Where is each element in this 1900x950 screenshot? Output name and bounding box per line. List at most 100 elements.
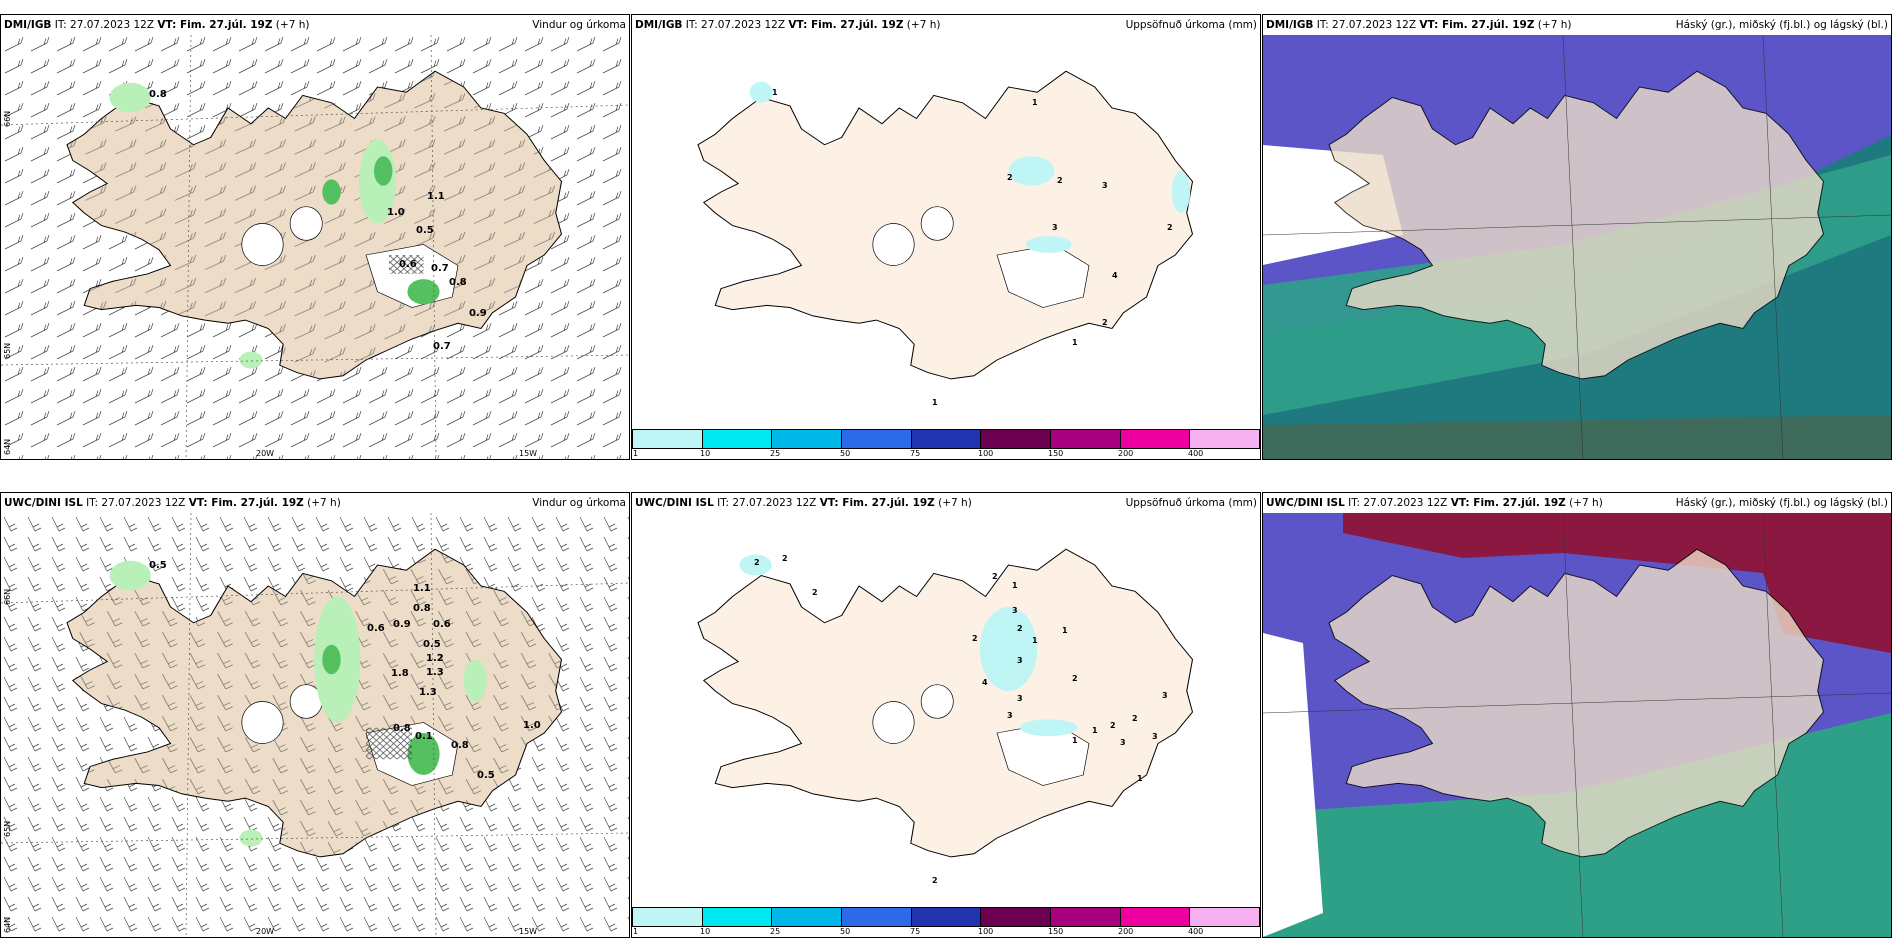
accum-value: 2 [1072, 674, 1078, 683]
accum-value: 3 [1120, 738, 1126, 747]
lat-label: 65N [3, 343, 12, 359]
accum-value: 2 [1007, 173, 1013, 182]
colorbar-segment [1120, 908, 1191, 926]
lat-label: 66N [3, 111, 12, 127]
model-name: UWC/DINI ISL [635, 497, 714, 509]
precip-value: 0.8 [149, 89, 167, 100]
cloud-map [1263, 513, 1891, 937]
accum-value: 2 [972, 634, 978, 643]
colorbar-segment [1190, 908, 1260, 926]
panel-header: UWC/DINI ISL IT: 27.07.2023 12Z VT: Fim.… [1263, 493, 1891, 513]
accum-value: 2 [1132, 714, 1138, 723]
colorbar-segment [1051, 908, 1121, 926]
colorbar-label: 100 [978, 927, 994, 936]
precip-value: 0.6 [367, 623, 385, 634]
colorbar-segment [1190, 430, 1260, 448]
colorbar-segment [772, 430, 843, 448]
lat-label: 65N [3, 821, 12, 837]
colorbar-segment [702, 908, 773, 926]
accum-value: 2 [1017, 624, 1023, 633]
model-name: UWC/DINI ISL [1266, 497, 1345, 509]
accum-value: 1 [1032, 636, 1038, 645]
accum-map: 2 2 2 2 1 3 2 1 2 1 3 4 2 3 3 2 1 3 2 3 … [697, 548, 1194, 885]
accum-value: 3 [1052, 223, 1058, 232]
colorbar-label: 75 [910, 927, 921, 936]
colorbar-label: 25 [770, 927, 781, 936]
accum-value: 2 [1102, 318, 1108, 327]
precip-value: 0.7 [431, 263, 449, 274]
colorbar-label: 10 [700, 927, 711, 936]
accum-value: 1 [1092, 726, 1098, 735]
colorbar-segment [981, 430, 1052, 448]
precip-value: 0.5 [477, 770, 495, 781]
panel-title: Háský (gr.), miðský (fj.bl.) og lágský (… [1675, 497, 1888, 509]
precip-value: 0.9 [393, 619, 411, 630]
precip-value: 1.3 [426, 667, 444, 678]
accum-value: 4 [982, 678, 988, 687]
colorbar [632, 429, 1260, 449]
panel-uwc-accum: UWC/DINI ISL IT: 27.07.2023 12Z VT: Fim.… [631, 492, 1261, 938]
precip-value: 1.3 [419, 687, 437, 698]
panel-dmi-wind: DMI/IGB IT: 27.07.2023 12Z VT: Fim. 27.j… [0, 14, 630, 460]
panel-dmi-clouds: DMI/IGB IT: 27.07.2023 12Z VT: Fim. 27.j… [1262, 14, 1892, 460]
model-name: DMI/IGB [635, 19, 683, 31]
precip-value: 0.7 [433, 341, 451, 352]
precip-value: 0.9 [469, 308, 487, 319]
lon-label: 15W [519, 449, 537, 458]
model-name: DMI/IGB [1266, 19, 1314, 31]
colorbar-label: 25 [770, 449, 781, 458]
panel-dmi-accum: DMI/IGB IT: 27.07.2023 12Z VT: Fim. 27.j… [631, 14, 1261, 460]
colorbar-label: 1 [633, 449, 639, 458]
panel-title: Háský (gr.), miðský (fj.bl.) og lágský (… [1675, 19, 1888, 31]
lead-time: (+7 h) [1537, 19, 1572, 31]
precip-value: 0.8 [393, 723, 411, 734]
init-time: IT: 27.07.2023 12Z [1316, 19, 1417, 31]
lead-time: (+7 h) [906, 19, 941, 31]
accum-value: 2 [782, 554, 788, 563]
colorbar-labels: 1 10 25 50 75 100 150 200 400 [632, 927, 1260, 937]
lon-label: 20W [256, 927, 274, 936]
accum-value: 3 [1162, 691, 1168, 700]
accum-value: 2 [932, 876, 938, 885]
accum-value: 1 [1012, 581, 1018, 590]
accum-value: 3 [1017, 656, 1023, 665]
lat-label: 64N [3, 917, 12, 933]
panel-header: DMI/IGB IT: 27.07.2023 12Z VT: Fim. 27.j… [1263, 15, 1891, 35]
colorbar-segment [842, 430, 912, 448]
colorbar [632, 907, 1260, 927]
lon-label: 15W [519, 927, 537, 936]
precip-value: 0.6 [433, 619, 451, 630]
cloud-map [1263, 35, 1891, 459]
init-time: IT: 27.07.2023 12Z [54, 19, 155, 31]
lead-time: (+7 h) [307, 497, 341, 509]
colorbar-segment [1051, 430, 1121, 448]
lat-label: 64N [3, 439, 12, 455]
valid-time: VT: Fim. 27.júl. 19Z [819, 497, 935, 509]
colorbar-label: 200 [1118, 927, 1134, 936]
panel-uwc-wind: UWC/DINI ISL IT: 27.07.2023 12Z VT: Fim.… [0, 492, 630, 938]
colorbar-segment [702, 430, 773, 448]
accum-value: 2 [992, 572, 998, 581]
accum-value: 1 [1062, 626, 1068, 635]
accum-value: 1 [1032, 98, 1038, 107]
precip-value: 1.8 [391, 668, 409, 679]
colorbar-label: 100 [978, 449, 994, 458]
precip-value: 0.5 [423, 639, 441, 650]
accum-value: 2 [1110, 721, 1116, 730]
accum-value: 1 [1072, 736, 1078, 745]
valid-time: VT: Fim. 27.júl. 19Z [157, 19, 273, 31]
precip-value: 1.1 [427, 191, 445, 202]
panel-header: DMI/IGB IT: 27.07.2023 12Z VT: Fim. 27.j… [1, 15, 629, 35]
colorbar-label: 75 [910, 449, 921, 458]
accum-value: 2 [812, 588, 818, 597]
valid-time: VT: Fim. 27.júl. 19Z [1419, 19, 1535, 31]
wind-map: 0.8 1.1 1.0 0.5 0.6 0.7 0.8 0.9 0.7 20W … [1, 35, 629, 459]
init-time: IT: 27.07.2023 12Z [685, 19, 786, 31]
colorbar-segment [632, 430, 703, 448]
model-name: UWC/DINI ISL [4, 497, 83, 509]
precip-value: 0.5 [149, 560, 167, 571]
panel-header: UWC/DINI ISL IT: 27.07.2023 12Z VT: Fim.… [1, 493, 629, 513]
accum-value: 1 [1072, 338, 1078, 347]
model-name: DMI/IGB [4, 19, 52, 31]
init-time: IT: 27.07.2023 12Z [717, 497, 817, 509]
